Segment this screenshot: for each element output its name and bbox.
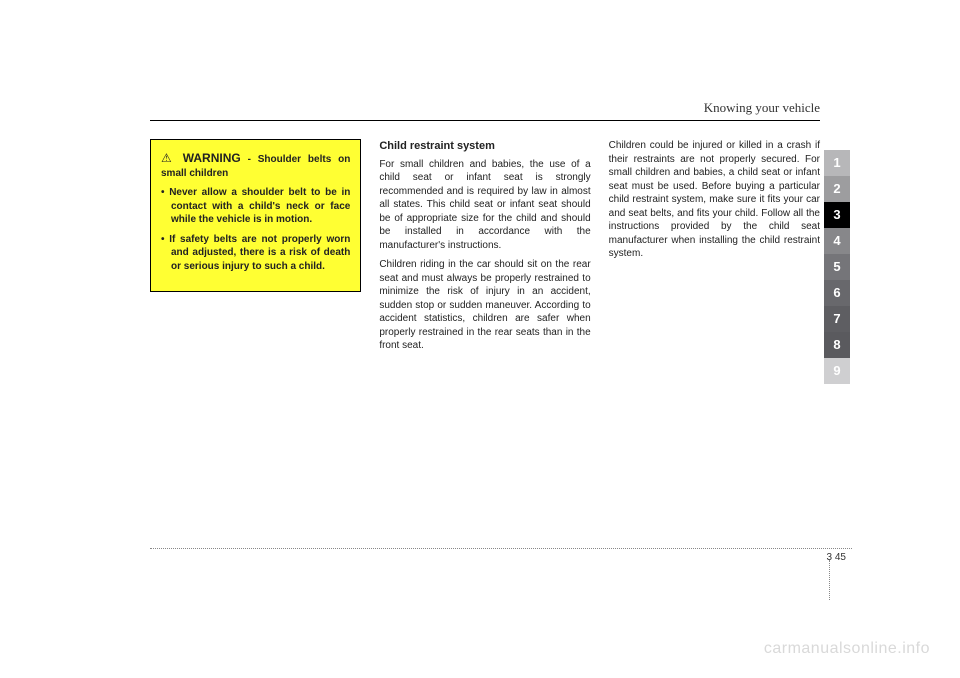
warning-list: Never allow a shoulder belt to be in con… bbox=[161, 186, 350, 273]
warning-header: ⚠ WARNING - Shoulder belts on small chil… bbox=[161, 150, 350, 180]
footer-dots bbox=[829, 560, 830, 600]
chapter-tab-7[interactable]: 7 bbox=[824, 306, 850, 332]
warning-box: ⚠ WARNING - Shoulder belts on small chil… bbox=[150, 139, 361, 292]
warning-item: If safety belts are not properly worn an… bbox=[161, 233, 350, 274]
column-2: Child restraint system For small childre… bbox=[379, 139, 590, 359]
chapter-tab-2[interactable]: 2 bbox=[824, 176, 850, 202]
paragraph: Children could be injured or killed in a… bbox=[609, 139, 820, 261]
page-num-value: 45 bbox=[835, 552, 846, 563]
chapter-tab-8[interactable]: 8 bbox=[824, 332, 850, 358]
chapter-tab-4[interactable]: 4 bbox=[824, 228, 850, 254]
chapter-tab-1[interactable]: 1 bbox=[824, 150, 850, 176]
content-columns: ⚠ WARNING - Shoulder belts on small chil… bbox=[150, 139, 820, 359]
chapter-tab-9[interactable]: 9 bbox=[824, 358, 850, 384]
paragraph: Children riding in the car should sit on… bbox=[379, 258, 590, 353]
chapter-tab-3[interactable]: 3 bbox=[824, 202, 850, 228]
chapter-tab-6[interactable]: 6 bbox=[824, 280, 850, 306]
watermark: carmanualsonline.info bbox=[764, 640, 930, 658]
column-1: ⚠ WARNING - Shoulder belts on small chil… bbox=[150, 139, 361, 359]
footer-rule bbox=[150, 548, 852, 549]
column-heading: Child restraint system bbox=[379, 139, 590, 154]
warning-item: Never allow a shoulder belt to be in con… bbox=[161, 186, 350, 227]
column-3: Children could be injured or killed in a… bbox=[609, 139, 820, 359]
section-header: Knowing your vehicle bbox=[150, 100, 820, 121]
warning-label: WARNING bbox=[183, 151, 241, 165]
section-title: Knowing your vehicle bbox=[704, 100, 820, 115]
warning-icon: ⚠ bbox=[161, 151, 176, 165]
paragraph: For small children and babies, the use o… bbox=[379, 158, 590, 253]
chapter-tab-5[interactable]: 5 bbox=[824, 254, 850, 280]
chapter-tabs: 1 2 3 4 5 6 7 8 9 bbox=[824, 150, 850, 384]
